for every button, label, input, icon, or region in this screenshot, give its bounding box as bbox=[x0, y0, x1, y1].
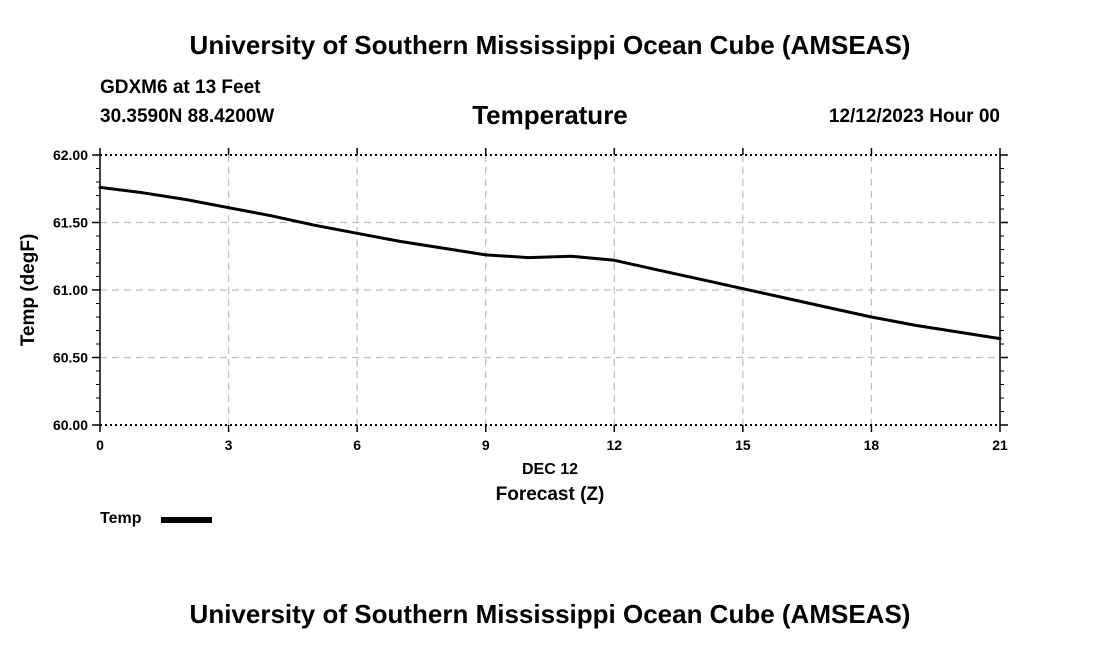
x-tick-label: 6 bbox=[353, 437, 361, 453]
x-tick-label: 0 bbox=[96, 437, 104, 453]
y-tick-label: 61.00 bbox=[53, 282, 88, 298]
temp-series-line bbox=[98, 185, 1002, 341]
x-tick-label: 18 bbox=[864, 437, 880, 453]
legend-label: Temp bbox=[100, 510, 142, 527]
y-tick-label: 61.50 bbox=[53, 215, 88, 231]
station-label: GDXM6 at 13 Feet bbox=[100, 77, 261, 98]
y-tick-label: 60.00 bbox=[53, 417, 88, 433]
y-tick-label: 60.50 bbox=[53, 350, 88, 366]
y-tick-label: 62.00 bbox=[53, 147, 88, 163]
x-tick-label: 15 bbox=[735, 437, 751, 453]
x-axis-label: Forecast (Z) bbox=[496, 484, 605, 505]
x-axis-date-label: DEC 12 bbox=[522, 461, 578, 478]
x-tick-label: 21 bbox=[992, 437, 1008, 453]
run-date-label: 12/12/2023 Hour 00 bbox=[828, 106, 1000, 127]
top-title: University of Southern Mississippi Ocean… bbox=[189, 30, 911, 60]
x-tick-label: 12 bbox=[606, 437, 622, 453]
legend-line-swatch bbox=[161, 517, 212, 523]
chart-title: Temperature bbox=[472, 100, 628, 130]
x-tick-label: 9 bbox=[482, 437, 490, 453]
x-tick-label: 3 bbox=[225, 437, 233, 453]
y-axis-label: Temp (degF) bbox=[18, 234, 39, 347]
coordinates-label: 30.3590N 88.4200W bbox=[100, 106, 275, 127]
bottom-title: University of Southern Mississippi Ocean… bbox=[189, 599, 911, 629]
